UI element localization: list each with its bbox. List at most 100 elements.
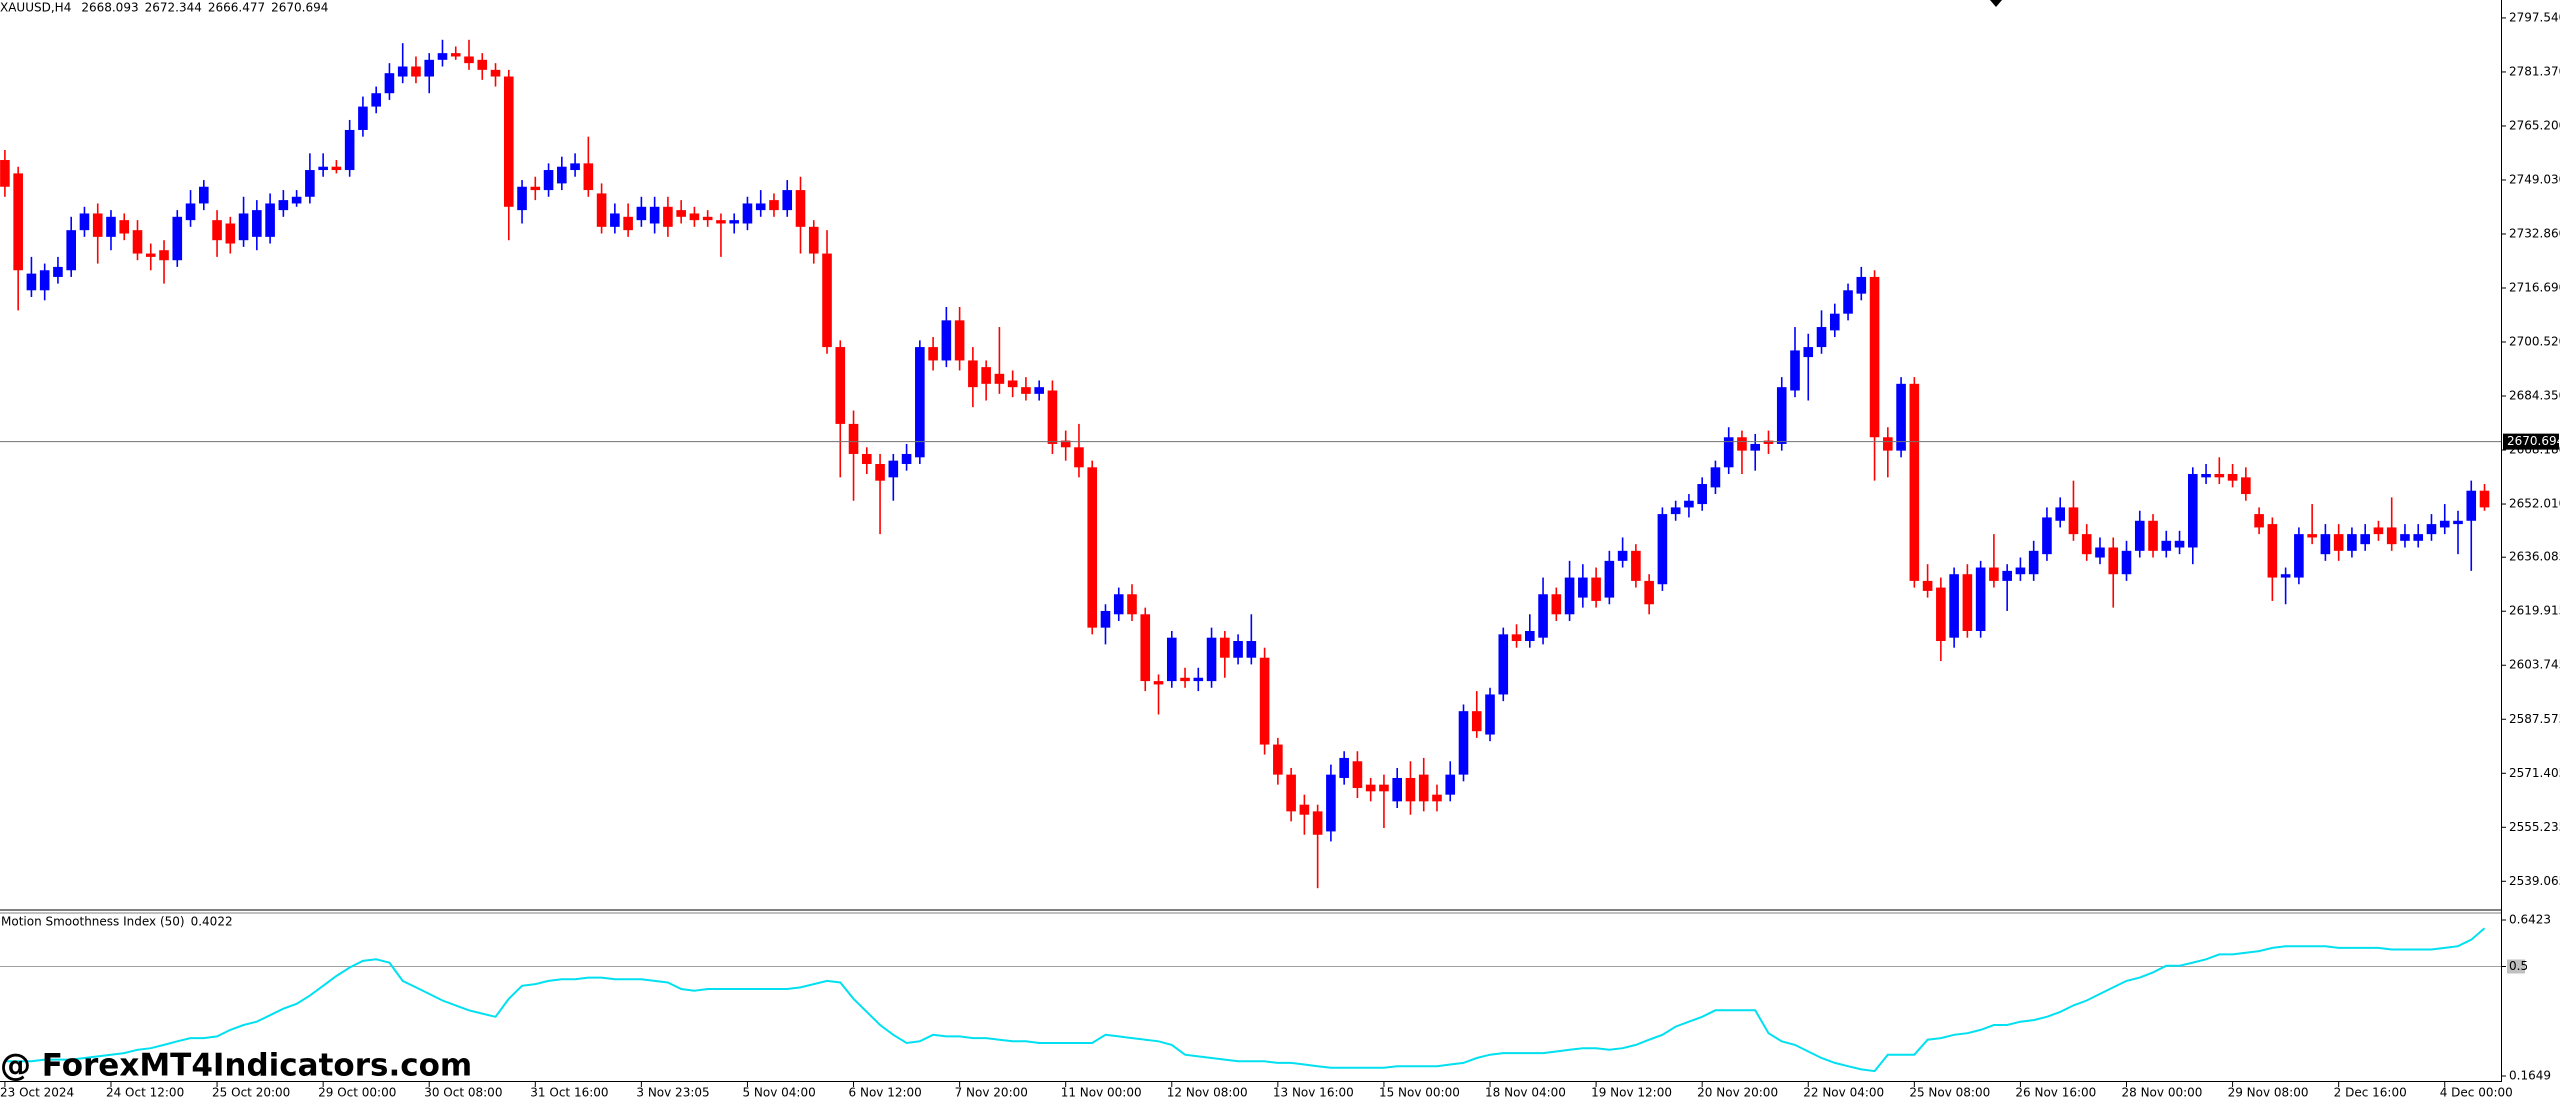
x-tick-label: 5 Nov 04:00 xyxy=(742,1086,815,1100)
x-tick-label: 30 Oct 08:00 xyxy=(424,1086,502,1100)
header-ohlc: 2672.344 xyxy=(145,1,202,15)
x-tick-label: 29 Nov 08:00 xyxy=(2228,1086,2309,1100)
candle-body xyxy=(2267,524,2278,578)
candle-body xyxy=(477,59,488,70)
candle-body xyxy=(1684,500,1694,508)
candle-body xyxy=(1578,577,1588,598)
candle-body xyxy=(1723,437,1734,468)
x-tick-label: 23 Oct 2024 xyxy=(0,1086,74,1100)
candle-body xyxy=(2333,534,2344,551)
candle-body xyxy=(2002,570,2012,581)
x-tick-label: 19 Nov 12:00 xyxy=(1591,1086,1672,1100)
candle-body xyxy=(92,213,103,237)
candle-body xyxy=(437,53,448,60)
candle-body xyxy=(2320,534,2331,555)
candle-body xyxy=(755,203,766,211)
candle-body xyxy=(1418,774,1429,802)
x-tick-label: 3 Nov 23:05 xyxy=(636,1086,709,1100)
candle-body xyxy=(1339,757,1349,778)
candle-body xyxy=(1087,467,1098,628)
candle-body xyxy=(503,76,514,207)
y-tick-label: 2765.200 xyxy=(2509,118,2560,132)
y-tick-label: 2716.690 xyxy=(2509,280,2560,294)
candle-body xyxy=(2134,520,2145,551)
candle-body xyxy=(1829,313,1840,331)
candle-body xyxy=(2095,547,2105,558)
candle-body xyxy=(1856,276,1867,294)
candle-body xyxy=(1816,327,1827,348)
candle-body xyxy=(517,186,527,211)
x-tick-label: 29 Oct 00:00 xyxy=(318,1086,396,1100)
candle-body xyxy=(530,186,541,191)
candle-body xyxy=(1843,290,1853,314)
candle-body xyxy=(1074,447,1084,468)
candle-body xyxy=(2015,567,2026,575)
candle-body xyxy=(1021,387,1031,394)
candle-body xyxy=(1564,577,1575,615)
candle-body xyxy=(1365,784,1376,792)
candle-body xyxy=(742,203,753,224)
x-tick-label: 13 Nov 16:00 xyxy=(1273,1086,1354,1100)
candle-body xyxy=(1405,777,1416,802)
candle-body xyxy=(795,190,806,227)
candle-body xyxy=(2294,534,2304,578)
candle-body xyxy=(1750,443,1761,451)
y-tick-label: 2555.235 xyxy=(2509,820,2560,834)
candle-body xyxy=(1193,677,1204,682)
candle-body xyxy=(2201,474,2211,478)
candle-body xyxy=(663,206,673,227)
candle-body xyxy=(1776,387,1787,444)
current-price-box xyxy=(2503,433,2559,450)
candle-body xyxy=(1631,550,1641,581)
indicator-name: Motion Smoothness Index (50) xyxy=(1,915,185,929)
candle-body xyxy=(928,347,938,361)
candle-body xyxy=(490,69,501,77)
candle-body xyxy=(2241,477,2251,495)
candle-body xyxy=(1737,437,1747,451)
x-tick-label: 24 Oct 12:00 xyxy=(106,1086,184,1100)
candle-body xyxy=(1670,507,1681,515)
y-tick-label: 2749.030 xyxy=(2509,172,2560,186)
x-tick-label: 12 Nov 08:00 xyxy=(1167,1086,1248,1100)
x-tick-label: 22 Nov 04:00 xyxy=(1803,1086,1884,1100)
candle-body xyxy=(119,220,130,234)
candle-body xyxy=(1206,637,1217,682)
indicator-pane xyxy=(0,927,2501,1073)
candle-body xyxy=(981,367,991,384)
candle-body xyxy=(716,220,726,224)
candle-body xyxy=(2479,490,2490,508)
candle-body xyxy=(2055,507,2065,521)
candle-body xyxy=(1644,580,1654,605)
candle-body xyxy=(1326,774,1336,832)
candle-body xyxy=(0,160,10,187)
candle-body xyxy=(450,53,461,57)
candle-body xyxy=(2161,540,2172,551)
candle-body xyxy=(1113,594,1124,615)
candle-body xyxy=(238,213,249,241)
candle-body xyxy=(1485,694,1495,735)
candle-body xyxy=(1286,774,1296,812)
candle-body xyxy=(2347,534,2357,551)
candle-body xyxy=(397,66,408,77)
candle-body xyxy=(1883,437,1893,451)
candle-body xyxy=(1379,784,1389,792)
candle-body xyxy=(1246,641,1257,658)
x-tick-label: 7 Nov 20:00 xyxy=(955,1086,1028,1100)
candle-body xyxy=(305,170,315,197)
y-tick-label: 2684.350 xyxy=(2509,389,2560,403)
candle-body xyxy=(689,213,700,221)
candle-body xyxy=(2174,540,2185,548)
candle-body xyxy=(623,216,633,231)
candle-body xyxy=(79,213,90,231)
candle-body xyxy=(1352,761,1363,788)
candle-body xyxy=(1949,574,1959,638)
candle-body xyxy=(344,129,355,171)
x-tick-label: 28 Nov 00:00 xyxy=(2122,1086,2203,1100)
candle-body xyxy=(888,460,899,478)
candle-body xyxy=(570,163,580,171)
candle-body xyxy=(1127,594,1137,615)
candle-body xyxy=(1180,677,1190,682)
y-tick-label: 2603.745 xyxy=(2509,658,2560,672)
